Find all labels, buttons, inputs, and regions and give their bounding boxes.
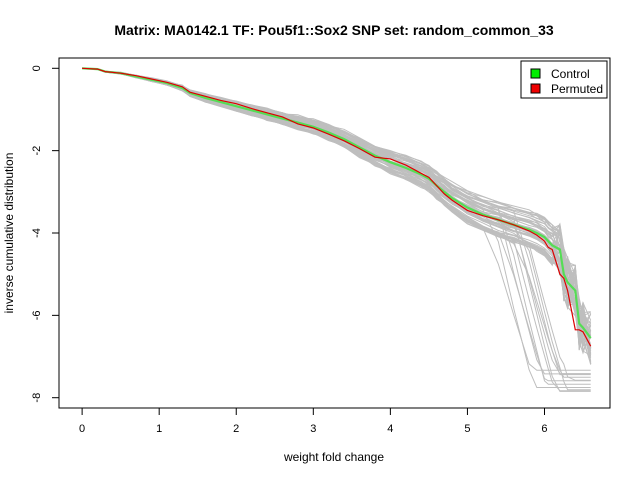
background-series-line [82,67,592,363]
y-axis-label: inverse cumulative distribution [2,153,16,314]
x-tick-label: 6 [541,423,547,435]
x-tick-label: 3 [310,423,316,435]
background-series-line [82,67,592,335]
y-tick-label: -6 [31,310,43,320]
background-series-line [82,67,592,321]
main-lines [82,67,592,347]
background-series-line [82,67,591,392]
background-series-line [82,67,591,333]
background-series-line [82,67,592,347]
background-series-line [82,67,592,332]
background-series-line [82,67,592,352]
background-series-line [82,67,592,342]
background-series-line [82,67,591,347]
x-axis: 0 1 2 3 4 5 6 [79,407,548,435]
background-series-line [82,67,592,354]
x-tick-label: 2 [233,423,239,435]
x-axis-label: weight fold change [283,450,384,464]
background-lines [82,67,592,392]
background-series-line [82,67,592,342]
x-tick-label: 5 [464,423,470,435]
y-tick-label: 0 [31,65,43,71]
background-series-line [82,67,592,351]
x-tick-label: 4 [387,423,393,435]
chart-title: Matrix: MA0142.1 TF: Pou5f1::Sox2 SNP se… [114,22,554,38]
legend-swatch-control [530,68,541,79]
legend-label-permuted: Permuted [551,82,603,96]
background-series-line [82,67,592,335]
y-tick-label: -2 [31,146,43,156]
legend-label-control: Control [551,67,590,81]
background-series-line [82,67,591,391]
background-series-line [82,67,592,343]
legend-swatch-permuted [530,83,541,94]
background-series-line [82,67,592,337]
background-series-line [82,67,591,371]
background-series-line [82,67,591,327]
background-series-line [82,67,592,340]
background-series-line [82,67,592,342]
y-tick-label: -4 [31,228,43,238]
x-tick-label: 0 [79,423,85,435]
control-series-line [82,67,592,339]
background-series-line [82,67,592,339]
background-series-line [82,67,592,327]
background-series-line [82,67,592,348]
x-tick-label: 1 [156,423,162,435]
y-tick-label: -8 [31,393,43,403]
background-series-line [82,67,592,342]
y-axis: 0 -2 -4 -6 -8 [31,65,60,403]
background-series-line [82,67,591,347]
background-series-line [82,67,591,337]
background-series-line [82,67,591,392]
permuted-series-line [82,67,592,347]
